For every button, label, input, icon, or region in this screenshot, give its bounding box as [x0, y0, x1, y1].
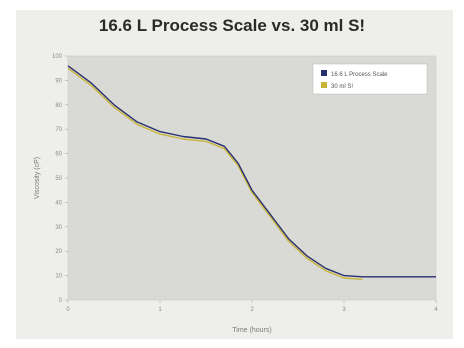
x-axis-label: Time (hours): [232, 327, 271, 334]
x-tick-label: 3: [342, 307, 346, 313]
x-tick-label: 0: [66, 307, 70, 313]
plot-area: [67, 55, 437, 301]
x-tick-label: 1: [158, 307, 162, 313]
series-line-2: [67, 67, 363, 280]
y-tick-label: 40: [55, 200, 62, 206]
series-line-1: [67, 65, 436, 278]
chart-title: 16.6 L Process Scale vs. 30 ml S!: [98, 16, 366, 35]
tick-layer: 0 10 20 30 40 50 60 70 80 90 100 0 1 2 3 4: [52, 54, 438, 313]
y-tick-label: 100: [52, 54, 63, 60]
legend-swatch-series-1: [321, 70, 327, 76]
y-tick-label: 0: [59, 298, 63, 304]
y-tick-label: 50: [55, 176, 62, 182]
y-tick-label: 60: [55, 152, 62, 158]
legend-label-series-2: 30 ml S!: [331, 84, 353, 90]
y-tick-label: 10: [55, 274, 62, 280]
y-tick-label: 90: [55, 78, 62, 84]
y-tick-label: 80: [55, 103, 62, 109]
y-tick-label: 20: [55, 249, 62, 255]
legend-label-series-1: 16.6 L Process Scale: [331, 72, 388, 78]
x-tick-label: 4: [434, 307, 438, 313]
y-axis-label: Viscosity (cP): [34, 157, 41, 199]
y-tick-label: 30: [55, 225, 62, 231]
legend-swatch-series-2: [321, 82, 327, 88]
legend: 16.6 L Process Scale 30 ml S!: [312, 63, 428, 95]
y-tick-label: 70: [55, 127, 62, 133]
x-tick-label: 2: [250, 307, 254, 313]
legend-box: [312, 63, 428, 95]
series-layer: [67, 65, 436, 280]
